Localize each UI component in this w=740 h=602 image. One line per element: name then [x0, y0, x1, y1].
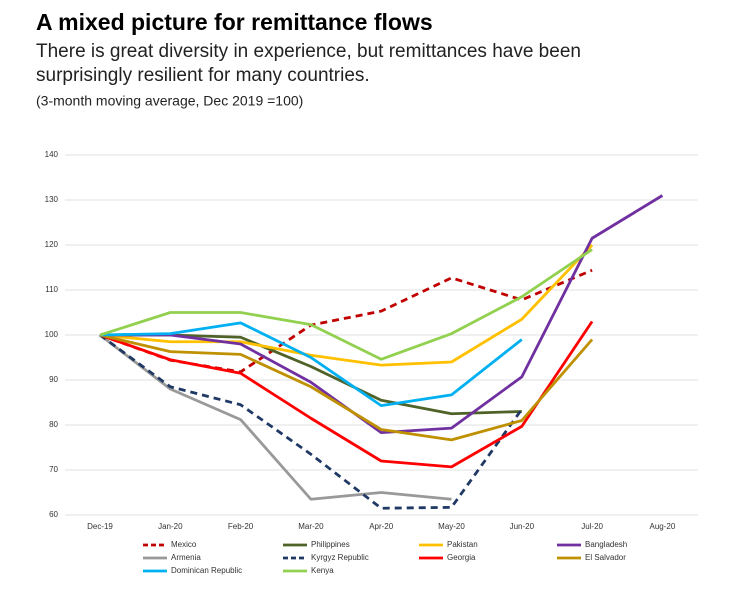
series-line	[99, 333, 523, 510]
x-tick-label: Aug-20	[650, 522, 676, 531]
series-line	[100, 333, 522, 416]
series-line	[99, 321, 523, 408]
x-tick-label: Jan-20	[158, 522, 183, 531]
chart-title: A mixed picture for remittance flows	[36, 9, 433, 35]
series-line	[99, 333, 594, 442]
y-tick-label: 130	[45, 195, 59, 204]
x-tick-label: Jul-20	[581, 522, 603, 531]
y-tick-label: 100	[45, 330, 59, 339]
series-line	[99, 244, 594, 367]
x-tick-label: Jun-20	[510, 522, 535, 531]
series-line	[100, 194, 664, 435]
subtitle: There is great diversity in experience, …	[36, 41, 581, 62]
legend-label: Kyrgyz Republic	[311, 553, 369, 562]
series-line	[99, 320, 594, 469]
legend-label: Philippines	[311, 540, 350, 549]
legend-label: Bangladesh	[585, 540, 627, 549]
series-line	[99, 248, 593, 361]
y-tick-label: 70	[49, 465, 58, 474]
x-tick-label: Feb-20	[228, 522, 254, 531]
legend-label: El Salvador	[585, 553, 626, 562]
series-line	[99, 333, 452, 501]
x-tick-label: Apr-20	[369, 522, 394, 531]
y-tick-label: 140	[45, 150, 59, 159]
x-tick-label: May-20	[438, 522, 465, 531]
legend-label: Georgia	[447, 553, 476, 562]
subtitle: surprisingly resilient for many countrie…	[36, 65, 370, 86]
legend-label: Dominican Republic	[171, 566, 242, 575]
x-tick-label: Dec-19	[87, 522, 113, 531]
legend-label: Kenya	[311, 566, 334, 575]
y-tick-label: 110	[45, 285, 58, 294]
legend-label: Mexico	[171, 540, 197, 549]
note: (3-month moving average, Dec 2019 =100)	[36, 93, 303, 109]
legend-label: Armenia	[171, 553, 201, 562]
y-tick-label: 80	[49, 420, 58, 429]
y-tick-label: 120	[45, 240, 59, 249]
legend-label: Pakistan	[447, 540, 478, 549]
y-tick-label: 60	[49, 510, 58, 519]
x-tick-label: Mar-20	[298, 522, 324, 531]
y-tick-label: 90	[49, 375, 58, 384]
